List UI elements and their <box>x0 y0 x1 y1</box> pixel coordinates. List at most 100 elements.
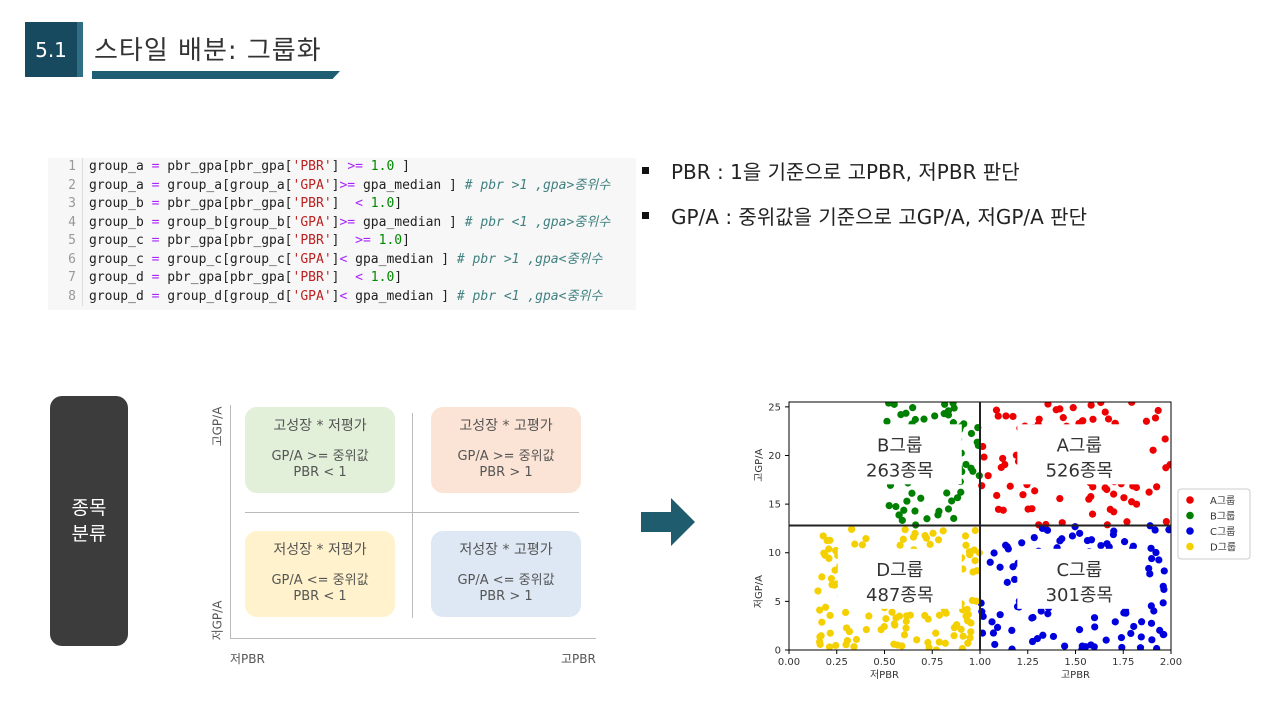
legend-marker <box>1186 542 1194 551</box>
group-annotation-name: D그룹 <box>876 560 923 581</box>
scatter-point <box>817 632 825 640</box>
scatter-point <box>902 617 910 625</box>
scatter-point <box>1001 460 1009 469</box>
y-tick-label: 10 <box>768 548 781 559</box>
scatter-point <box>1151 414 1160 422</box>
quadrant-top-left: 고성장 * 저평가 GP/A >= 중위값 PBR < 1 <box>245 407 395 493</box>
code-token: group_d <box>89 270 152 285</box>
scatter-point <box>906 611 914 619</box>
section-number: 5.1 <box>35 37 67 62</box>
code-token: 1.0 <box>370 270 395 285</box>
code-token: group_b[group_b[ <box>159 214 293 230</box>
quadrant-bottom-left: 저성장 * 저평가 GP/A <= 중위값 PBR < 1 <box>245 531 395 617</box>
scatter-point <box>932 629 940 637</box>
code-token: pbr_gpa[pbr_gpa[ <box>159 196 293 211</box>
quadrant-title: 고성장 * 저평가 <box>273 418 367 434</box>
scatter-point <box>925 643 933 650</box>
scatter-point <box>1151 526 1159 534</box>
line-number: 6 <box>48 250 83 269</box>
code-token: pbr_gpa[pbr_gpa[ <box>159 270 293 285</box>
quadrant-condition-gpa: GP/A <= 중위값 <box>271 573 369 588</box>
scatter-point <box>1117 634 1126 642</box>
code-token: >= <box>339 177 356 193</box>
code-token: < <box>339 251 348 267</box>
category-line1: 종목 <box>71 497 107 519</box>
code-token: < <box>355 196 363 211</box>
code-line: 1 group_a = pbr_gpa[pbr_gpa['PBR'] >= 1.0… <box>48 158 636 177</box>
scatter-point <box>1154 406 1162 415</box>
code-token: gpa_median ] <box>347 251 457 267</box>
scatter-point <box>901 526 909 534</box>
code-token: 'GPA' <box>292 177 332 193</box>
scatter-point <box>911 507 919 515</box>
scatter-point <box>902 409 910 417</box>
scatter-point <box>908 489 916 497</box>
scatter-point <box>944 505 953 513</box>
scatter-point <box>832 641 840 650</box>
scatter-point <box>986 558 994 566</box>
y-tick-label: 0 <box>775 646 781 657</box>
group-annotation-count: 526종목 <box>1046 460 1113 481</box>
scatter-point <box>1003 578 1011 586</box>
code-token <box>371 232 379 251</box>
scatter-point <box>1082 643 1090 650</box>
scatter-point <box>898 642 906 650</box>
quadrant-condition-gpa: GP/A >= 중위값 <box>457 449 555 464</box>
y-axis-label-low: 저GP/A <box>753 575 765 608</box>
quadrant-top-right: 고성장 * 고평가 GP/A >= 중위값 PBR > 1 <box>431 407 581 493</box>
code-token: 'GPA' <box>292 288 332 304</box>
code-token: 1.0 <box>370 159 395 174</box>
code-token: 'GPA' <box>292 214 332 230</box>
scatter-point <box>883 417 891 425</box>
quadrant-x-high-label: 고PBR <box>561 652 596 666</box>
scatter-point <box>892 502 900 511</box>
scatter-point <box>1105 543 1113 551</box>
code-token: pbr_gpa[pbr_gpa[ <box>159 159 293 174</box>
quadrant-condition-pbr: PBR < 1 <box>293 465 347 480</box>
scatter-point <box>1127 629 1135 638</box>
scatter-point <box>842 608 850 617</box>
scatter-point <box>895 612 904 620</box>
code-token: ] <box>331 288 340 304</box>
code-token: = <box>151 233 160 248</box>
scatter-point <box>1088 510 1097 518</box>
scatter-point <box>1148 554 1156 563</box>
scatter-point <box>1028 637 1037 646</box>
scatter-point <box>826 629 834 637</box>
code-token: 1.0 <box>378 233 403 248</box>
quadrant-condition-pbr: PBR > 1 <box>479 589 533 604</box>
y-axis-label-high: 고GP/A <box>754 448 765 481</box>
scatter-point <box>969 568 977 576</box>
scatter-point <box>1091 623 1099 631</box>
scatter-point <box>1044 610 1052 618</box>
code-token: ] <box>331 270 356 285</box>
scatter-point <box>1118 643 1126 650</box>
scatter-point <box>939 527 947 535</box>
scatter-point <box>1120 494 1128 502</box>
scatter-point <box>932 646 940 650</box>
scatter-point <box>1085 495 1093 503</box>
scatter-point <box>885 402 893 407</box>
code-token: ] <box>331 196 356 211</box>
scatter-point <box>826 611 834 620</box>
scatter-point <box>1129 542 1137 550</box>
scatter-point <box>1110 527 1118 535</box>
code-token: < <box>339 288 348 304</box>
scatter-point <box>993 491 1001 500</box>
scatter-point <box>1155 556 1163 564</box>
code-line: 8 group_d = group_d[group_d['GPA'] < gpa_m… <box>48 287 636 306</box>
bullet-square-icon <box>642 212 649 219</box>
code-token: ] <box>331 233 356 248</box>
code-line: 2 group_a = group_a[group_a['GPA'] >= gpa_… <box>48 176 636 195</box>
scatter-point <box>988 618 996 626</box>
scatter-point <box>1002 412 1010 420</box>
scatter-point <box>909 533 918 541</box>
scatter-point <box>929 529 937 537</box>
line-number: 3 <box>48 195 83 214</box>
scatter-point <box>825 643 834 650</box>
scatter-point <box>1120 538 1129 546</box>
scatter-point <box>1130 622 1138 631</box>
scatter-point <box>1142 417 1151 425</box>
scatter-point <box>950 632 958 640</box>
scatter-point <box>1056 494 1064 503</box>
